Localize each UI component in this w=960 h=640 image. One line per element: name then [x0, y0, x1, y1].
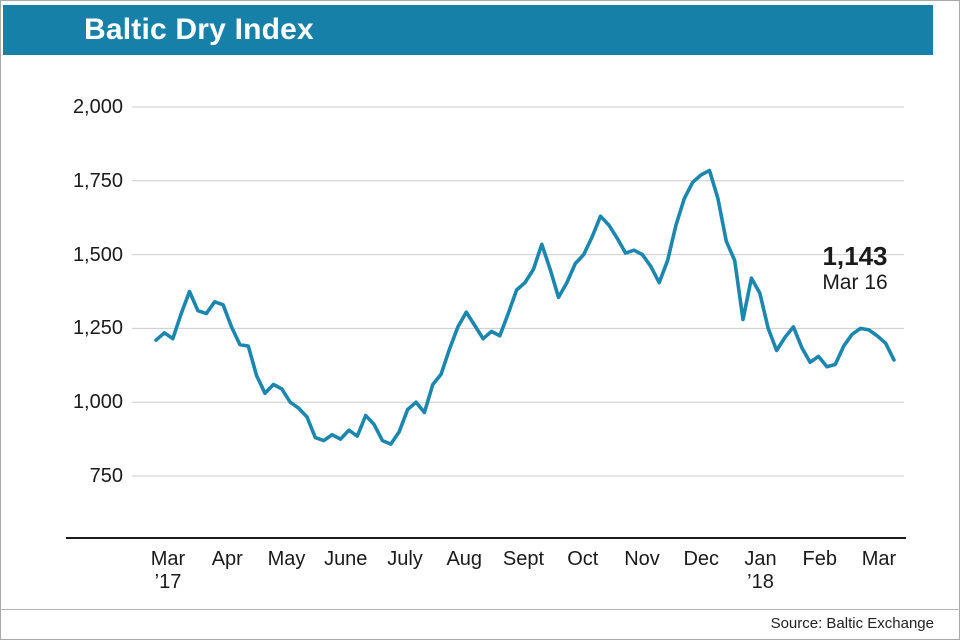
- x-tick-label: Dec: [683, 548, 720, 570]
- y-tick-label: 1,250: [72, 317, 123, 340]
- x-axis: Mar ’17 Apr May June July Aug Sept Oct Nov Dec Jan’…: [1, 548, 959, 600]
- x-tick-label: May: [267, 548, 306, 570]
- latest-value-date: Mar 16: [822, 271, 888, 294]
- source-credit: Source: Baltic Exchange: [770, 615, 934, 632]
- y-tick-label: 2,000: [72, 96, 123, 118]
- chart-title: Baltic Dry Index: [84, 13, 314, 46]
- x-tick-label: Sept: [502, 548, 545, 570]
- x-tick-label: Aug: [446, 548, 483, 570]
- bdi-line-series: [154, 168, 896, 446]
- latest-value: 1,143: [822, 241, 888, 271]
- x-tick-label: Mar: [150, 548, 186, 570]
- x-tick-year-label: ’18: [747, 571, 774, 593]
- x-tick-label: Apr: [211, 548, 243, 570]
- x-tick-label: July: [387, 548, 423, 570]
- latest-value-annotation: 1,143 Mar 16: [799, 242, 911, 295]
- x-tick-label: Mar: [861, 548, 897, 570]
- x-tick-label: Feb: [802, 548, 837, 570]
- y-tick-label: 1,500: [72, 243, 123, 266]
- y-tick-label: 1,000: [72, 391, 123, 414]
- x-axis-line: [66, 537, 906, 539]
- x-tick-label: Jan: [744, 548, 777, 570]
- x-tick-label: Oct: [567, 548, 599, 570]
- x-tick-label: Nov: [624, 548, 660, 570]
- x-tick-year-label: ’17: [154, 571, 182, 593]
- y-tick-label: 750: [89, 465, 123, 487]
- line-chart: [132, 106, 904, 477]
- y-tick-label: 1,750: [72, 169, 123, 192]
- x-tick-label: June: [324, 548, 368, 570]
- chart-title-bar: Baltic Dry Index: [3, 5, 933, 55]
- footer-divider: [1, 609, 959, 610]
